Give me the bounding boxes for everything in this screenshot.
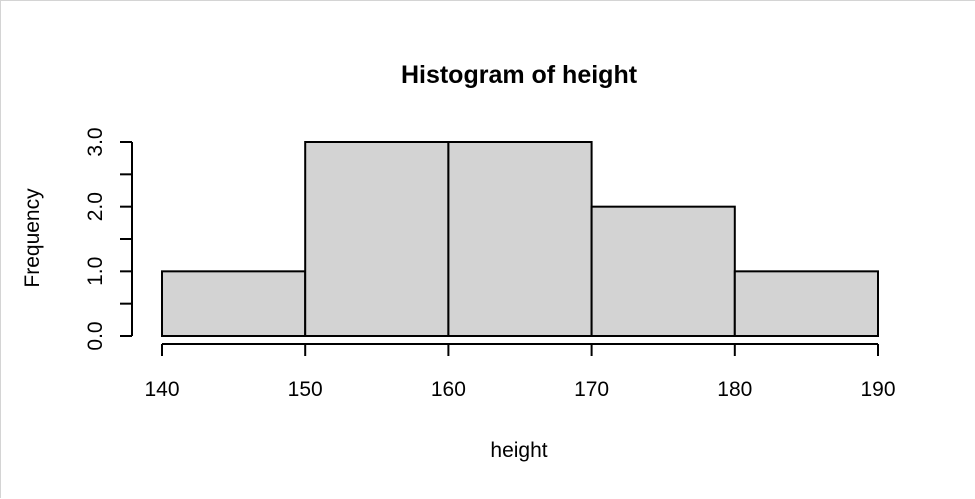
- histogram-bar: [590, 205, 736, 337]
- x-axis-label: height: [490, 439, 547, 462]
- x-tick-label: 160: [431, 378, 466, 401]
- bars-group: [161, 141, 879, 338]
- x-tick-label: 190: [860, 378, 895, 401]
- y-tick-label: 1.0: [84, 257, 107, 286]
- y-tick-label: 3.0: [84, 127, 107, 156]
- x-tick-label: 170: [574, 378, 609, 401]
- x-tick-label: 150: [288, 378, 323, 401]
- histogram-bar: [447, 141, 593, 337]
- chart-title: Histogram of height: [401, 61, 638, 89]
- y-tick-label: 0.0: [84, 321, 107, 350]
- y-axis: 0.0 1.0 2.0 3.0: [84, 127, 133, 351]
- y-tick-label: 2.0: [84, 192, 107, 221]
- x-tick-label: 180: [717, 378, 752, 401]
- x-axis: 140 150 160 170 180 190: [144, 343, 896, 401]
- histogram-bar: [304, 141, 450, 337]
- histogram-bar: [733, 270, 879, 338]
- histogram-bar: [161, 270, 307, 338]
- y-axis-label: Frequency: [21, 188, 44, 288]
- x-tick-label: 140: [144, 378, 179, 401]
